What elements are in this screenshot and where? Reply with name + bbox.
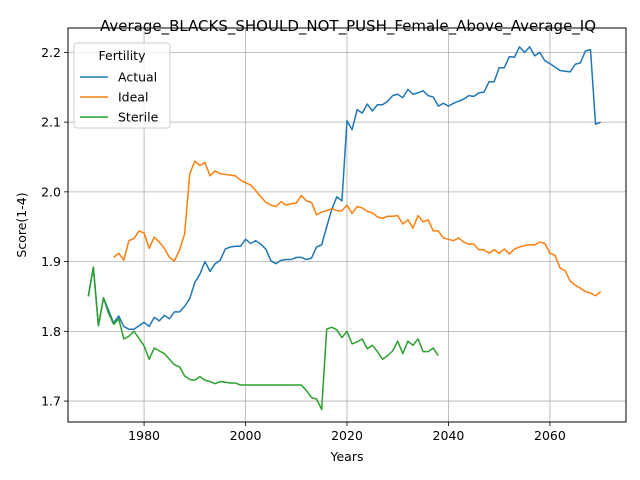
x-tick-label: 2060: [534, 428, 566, 443]
series-line-actual: [87, 46, 601, 330]
y-axis-ticks: 1.7 1.8 1.9 2.0 2.1 2.2: [41, 45, 68, 409]
y-tick-label: 2.0: [41, 184, 61, 199]
x-tick-label: 2000: [230, 428, 262, 443]
x-tick-label: 1980: [128, 428, 160, 443]
y-axis-label: Score(1-4): [14, 192, 29, 257]
x-tick-label: 2040: [433, 428, 465, 443]
y-tick-label: 1.7: [41, 394, 61, 409]
x-axis-ticks: 1980 2000 2020 2040 2060: [128, 422, 566, 443]
legend-title: Fertility: [99, 48, 147, 63]
legend-label-actual: Actual: [118, 70, 157, 85]
y-tick-label: 2.1: [41, 115, 61, 130]
legend-frame: [73, 42, 171, 129]
series-layer: [87, 46, 602, 411]
x-axis-label: Years: [330, 449, 364, 464]
chart-title: Average_BLACKS_SHOULD_NOT_PUSH_Female_Ab…: [100, 17, 596, 36]
y-tick-label: 1.8: [41, 324, 61, 339]
series-line-sterile: [87, 266, 439, 411]
legend-label-ideal: Ideal: [118, 90, 148, 105]
legend-label-sterile: Sterile: [118, 110, 159, 125]
y-tick-label: 1.9: [41, 254, 61, 269]
x-tick-label: 2020: [331, 428, 363, 443]
legend: Fertility Actual Ideal Sterile: [73, 42, 171, 129]
y-tick-label: 2.2: [41, 45, 61, 60]
series-line-ideal: [113, 160, 602, 297]
